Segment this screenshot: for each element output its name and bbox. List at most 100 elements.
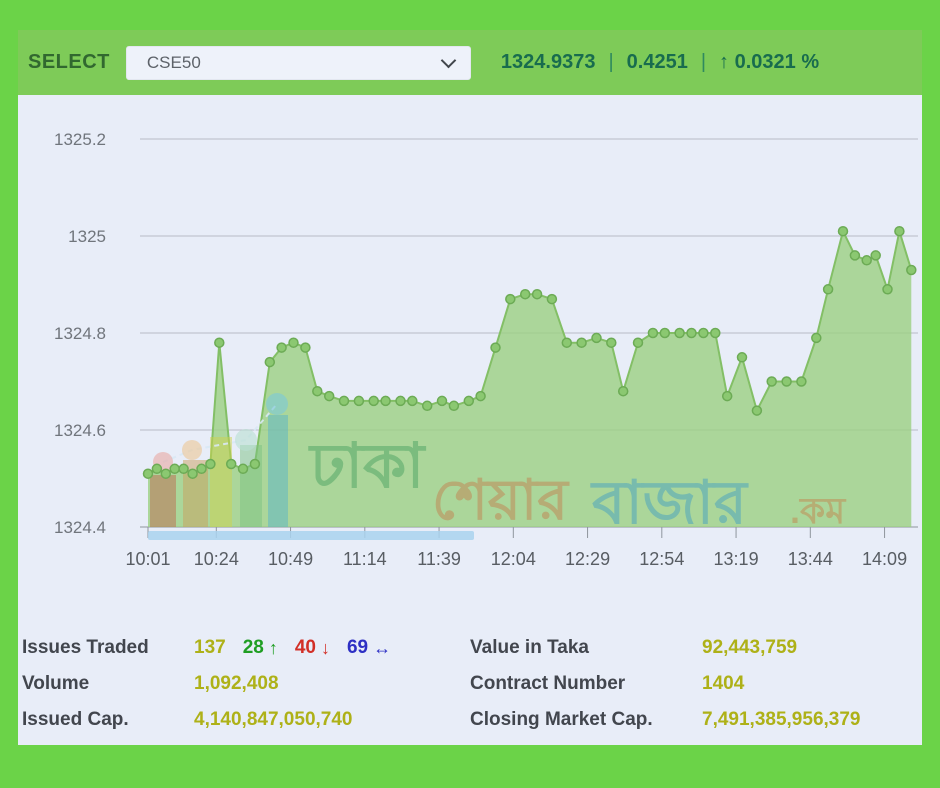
data-point-marker bbox=[894, 225, 905, 237]
stats-row: Issued Cap. 4,140,847,050,740 Closing Ma… bbox=[22, 702, 922, 738]
data-point-marker bbox=[475, 390, 486, 402]
data-point-marker bbox=[237, 463, 249, 475]
data-point-marker bbox=[906, 264, 917, 276]
index-value: 1324.9373 bbox=[500, 51, 596, 73]
data-point-marker bbox=[142, 468, 154, 479]
data-point-marker bbox=[721, 390, 733, 402]
data-point-marker bbox=[698, 327, 709, 339]
data-point-marker bbox=[710, 327, 721, 339]
data-point-marker bbox=[576, 337, 587, 348]
y-tick-label: 1324.8 bbox=[54, 324, 106, 343]
data-point-marker bbox=[882, 284, 893, 295]
x-tick-label: 10:01 bbox=[125, 549, 170, 569]
issued-cap-label: Issued Cap. bbox=[22, 709, 129, 730]
data-point-marker bbox=[519, 288, 531, 300]
chart-panel: 1325.2 1325 1324.8 1324.6 1324.4 10:01 10:24 10… bbox=[18, 95, 922, 745]
data-point-marker bbox=[160, 468, 172, 479]
data-point-marker bbox=[796, 376, 807, 387]
data-point-marker bbox=[448, 400, 460, 412]
data-point-marker bbox=[312, 385, 323, 397]
issues-traded-total: 137 bbox=[194, 637, 226, 658]
data-point-marker bbox=[686, 327, 697, 339]
data-point-marker bbox=[368, 395, 379, 407]
data-point-marker bbox=[196, 463, 207, 475]
data-point-marker bbox=[463, 395, 475, 407]
data-point-marker bbox=[225, 458, 237, 470]
data-point-marker bbox=[617, 385, 629, 397]
y-tick-label: 1325.2 bbox=[54, 130, 106, 149]
volume-label: Volume bbox=[22, 673, 90, 694]
x-tick-label: 10:49 bbox=[268, 549, 313, 569]
stats-row: Volume 1,092,408 Contract Number 1404 bbox=[22, 666, 922, 702]
data-point-marker bbox=[380, 395, 391, 407]
index-selector-bar: SELECT CSE50 1324.9373 | 0.4251 | ↑ 0.03… bbox=[18, 30, 922, 95]
data-point-marker bbox=[751, 405, 763, 416]
unchanged-arrow-icon: ↔ bbox=[373, 637, 392, 658]
x-tick-label: 12:04 bbox=[491, 549, 536, 569]
x-tick-label: 14:09 bbox=[862, 549, 907, 569]
contract-number-value: 1404 bbox=[702, 673, 745, 694]
data-point-marker bbox=[436, 395, 448, 407]
x-tick-label: 11:14 bbox=[343, 549, 387, 569]
quote-separator: | bbox=[700, 51, 707, 73]
data-point-marker bbox=[736, 352, 748, 363]
data-point-marker bbox=[870, 250, 881, 261]
x-tick-label: 13:19 bbox=[714, 549, 759, 569]
index-quote: 1324.9373 | 0.4251 | ↑ 0.0321 % bbox=[501, 51, 819, 74]
watermark-text: ঢাকা bbox=[308, 432, 426, 501]
data-point-marker bbox=[338, 395, 350, 407]
chevron-down-icon bbox=[440, 52, 457, 69]
data-point-marker bbox=[421, 400, 433, 412]
watermark-text: বাজার bbox=[590, 469, 749, 536]
y-tick-label: 1324.4 bbox=[54, 518, 106, 537]
data-point-marker bbox=[249, 458, 261, 470]
issues-traded-value: 137 28 ↑ 40 ↓ 69 ↔ bbox=[194, 637, 470, 659]
index-dropdown-value: CSE50 bbox=[146, 52, 201, 72]
data-point-marker bbox=[169, 463, 180, 475]
index-change: 0.4251 bbox=[626, 51, 688, 73]
data-point-marker bbox=[214, 337, 225, 348]
data-point-marker bbox=[276, 342, 287, 353]
x-tick-label: 13:44 bbox=[788, 549, 833, 569]
stats-row: Issues Traded 137 28 ↑ 40 ↓ 69 bbox=[22, 630, 922, 666]
closing-market-cap-value: 7,491,385,956,379 bbox=[702, 709, 861, 730]
quote-separator: | bbox=[608, 51, 614, 73]
data-point-marker bbox=[811, 332, 822, 344]
data-point-marker bbox=[288, 337, 299, 348]
x-tick-label: 11:39 bbox=[417, 549, 461, 569]
data-point-marker bbox=[490, 342, 501, 353]
data-point-marker bbox=[300, 342, 311, 353]
data-point-marker bbox=[781, 376, 792, 387]
index-area-chart: 1325.2 1325 1324.8 1324.6 1324.4 10:01 10:24 10… bbox=[54, 130, 918, 569]
select-label: SELECT bbox=[28, 51, 110, 73]
data-point-marker bbox=[766, 376, 777, 387]
data-point-marker bbox=[531, 288, 543, 300]
data-point-marker bbox=[187, 468, 198, 479]
data-point-marker bbox=[822, 284, 834, 295]
data-point-marker bbox=[178, 463, 189, 475]
data-point-marker bbox=[849, 250, 861, 261]
data-point-marker bbox=[407, 395, 418, 407]
advanced-count: 28 ↑ bbox=[242, 637, 278, 658]
contract-number-label: Contract Number bbox=[470, 673, 626, 694]
watermark-text: .কম bbox=[790, 490, 847, 531]
advance-arrow-icon: ↑ bbox=[268, 637, 278, 658]
data-point-marker bbox=[151, 463, 163, 475]
data-point-marker bbox=[323, 390, 335, 402]
up-arrow-icon: ↑ bbox=[719, 51, 730, 73]
x-tick-label: 12:54 bbox=[639, 549, 684, 569]
data-point-marker bbox=[264, 356, 276, 368]
data-point-marker bbox=[837, 225, 849, 237]
market-stats: Issues Traded 137 28 ↑ 40 ↓ 69 bbox=[18, 630, 922, 738]
data-point-marker bbox=[591, 332, 602, 344]
index-dropdown[interactable]: CSE50 bbox=[125, 45, 471, 80]
index-change-percent-group: ↑ 0.0321 % bbox=[719, 51, 819, 74]
index-change-percent: 0.0321 % bbox=[734, 51, 820, 73]
data-point-marker bbox=[546, 293, 558, 305]
decline-arrow-icon: ↓ bbox=[320, 637, 330, 658]
watermark-text: শেয়ার bbox=[432, 468, 570, 531]
data-point-marker bbox=[561, 337, 573, 348]
y-tick-label: 1324.6 bbox=[54, 421, 106, 440]
x-tick-label: 10:24 bbox=[194, 549, 239, 569]
